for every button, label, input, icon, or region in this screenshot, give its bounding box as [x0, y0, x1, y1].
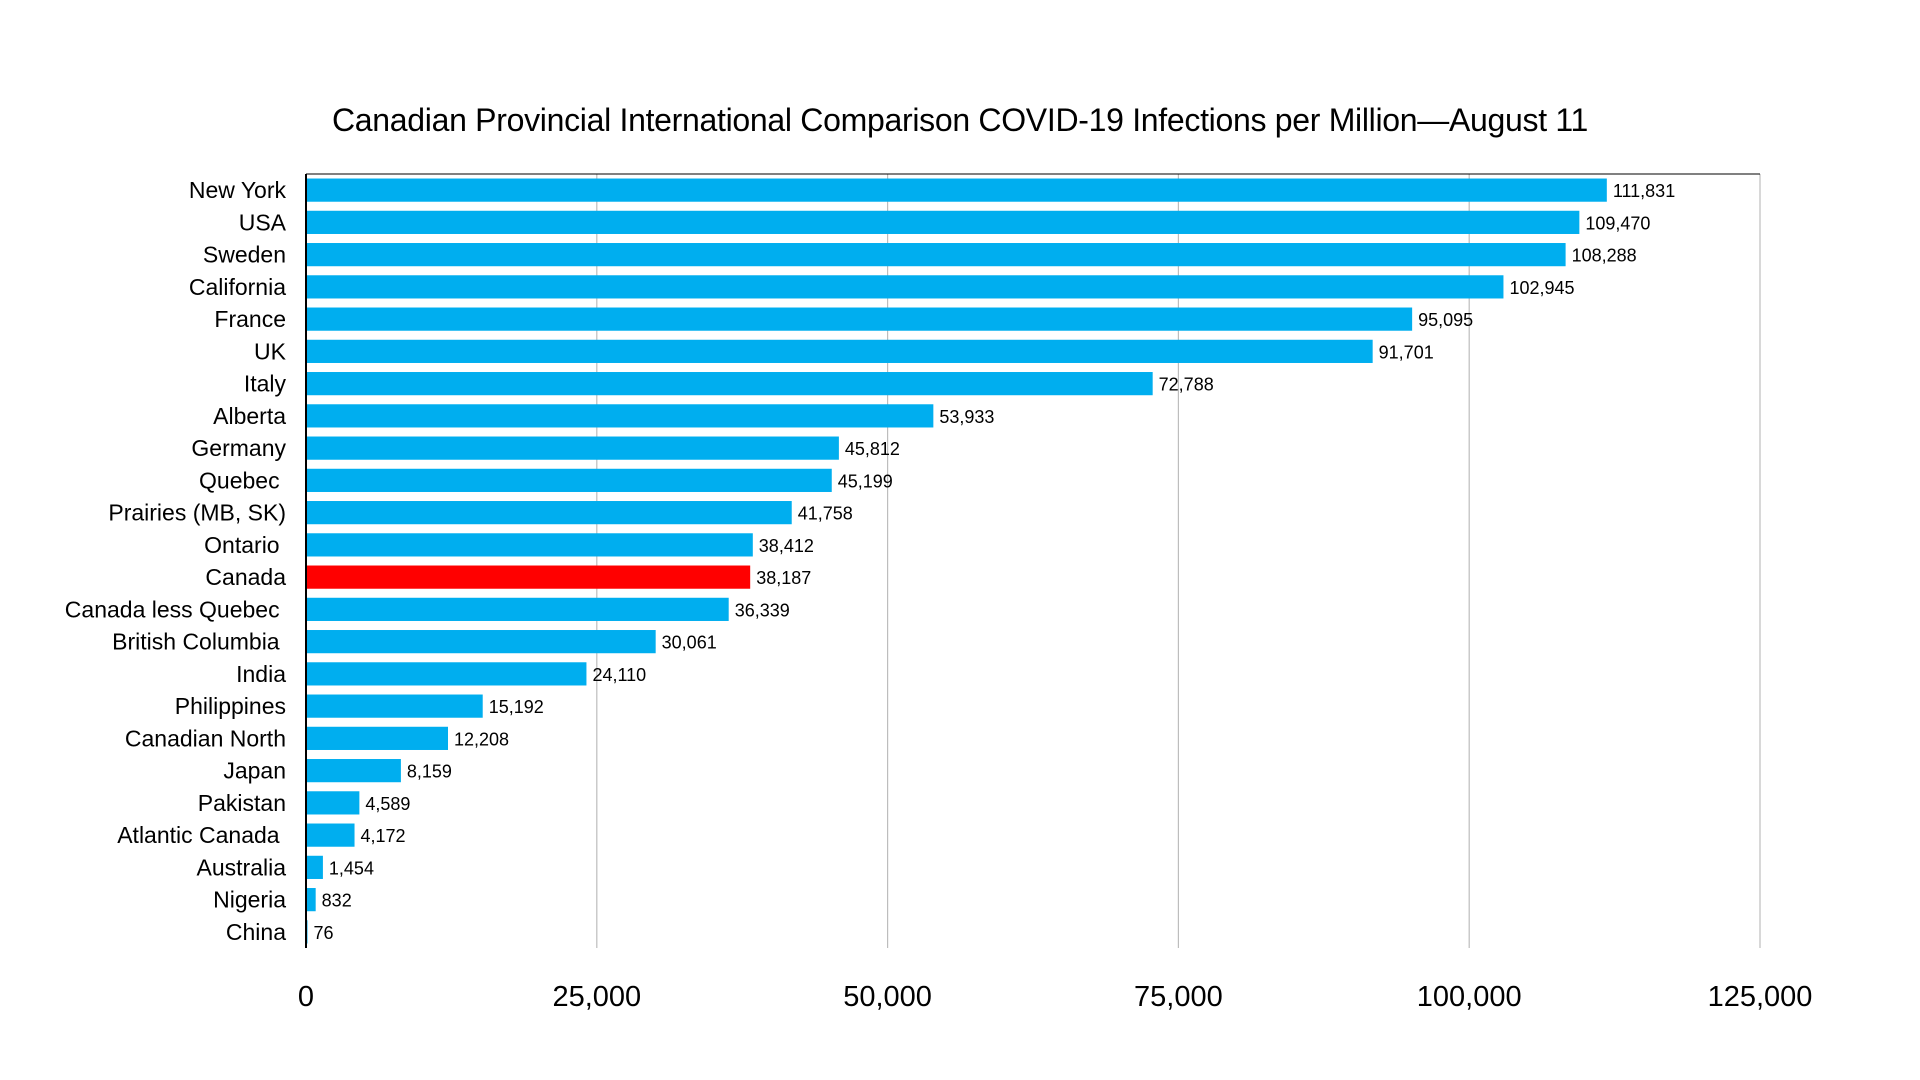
bar: [306, 468, 832, 492]
value-labels: 111,831 109,470 108,288 102,945 95,095 91,701…: [314, 181, 1676, 943]
category-label: Atlantic Canada: [117, 822, 286, 848]
value-label: 4,172: [361, 826, 406, 846]
x-axis-tick-labels: 0 25,000 50,000 75,000 100,000 125,000: [298, 981, 1812, 1013]
bar: [306, 597, 729, 621]
category-label: China: [226, 919, 286, 945]
category-label: Germany: [191, 435, 286, 461]
category-labels: New York USA Sweden California France UK Italy…: [65, 177, 287, 945]
bar: [306, 372, 1153, 396]
value-label: 24,110: [592, 665, 646, 685]
x-tick-label: 125,000: [1708, 981, 1813, 1013]
category-label: USA: [239, 209, 287, 235]
value-label: 111,831: [1613, 181, 1675, 201]
value-label: 102,945: [1509, 278, 1574, 298]
category-label: Japan: [223, 758, 286, 784]
value-label: 1,454: [329, 858, 374, 878]
bar: [306, 243, 1566, 267]
category-label: Pakistan: [198, 790, 286, 816]
bar: [306, 565, 751, 589]
value-label: 95,095: [1418, 310, 1473, 330]
x-tick-label: 25,000: [552, 981, 641, 1013]
category-label: UK: [254, 338, 287, 364]
bar: [306, 210, 1580, 234]
bar: [306, 791, 360, 815]
value-label: 109,470: [1585, 213, 1650, 233]
bar: [306, 275, 1504, 299]
bar: [306, 759, 401, 783]
value-label: 91,701: [1379, 342, 1434, 362]
category-label: Italy: [244, 371, 287, 397]
category-label: Prairies (MB, SK): [108, 500, 286, 526]
category-label: New York: [189, 177, 287, 203]
value-label: 8,159: [407, 762, 452, 782]
category-label: India: [236, 661, 286, 687]
x-tick-label: 0: [298, 981, 314, 1013]
bar: [306, 630, 656, 654]
bar: [306, 694, 483, 718]
bar: [306, 501, 792, 525]
bar: [306, 726, 449, 750]
category-label: Australia: [197, 854, 287, 880]
x-tick-label: 75,000: [1134, 981, 1223, 1013]
value-label: 38,412: [759, 536, 814, 556]
category-label: Nigeria: [213, 887, 286, 913]
category-label: California: [189, 274, 286, 300]
bar: [306, 178, 1607, 202]
value-label: 15,192: [489, 697, 544, 717]
bar: [306, 404, 934, 428]
value-label: 45,199: [838, 471, 893, 491]
value-label: 832: [322, 891, 352, 911]
category-label: Alberta: [213, 403, 286, 429]
x-tick-label: 100,000: [1417, 981, 1522, 1013]
bars: [306, 178, 1607, 944]
bar: [306, 888, 316, 912]
category-label: Philippines: [175, 693, 286, 719]
category-label: Ontario: [204, 532, 286, 558]
value-label: 45,812: [845, 439, 900, 459]
category-label: Canada: [205, 564, 286, 590]
value-label: 36,339: [735, 600, 790, 620]
value-label: 41,758: [798, 504, 853, 524]
category-label: France: [214, 306, 286, 332]
value-label: 53,933: [939, 407, 994, 427]
bar: [306, 823, 355, 847]
value-label: 108,288: [1572, 246, 1637, 266]
bar: [306, 533, 753, 557]
category-label: Canada less Quebec: [65, 596, 286, 622]
value-label: 72,788: [1159, 375, 1214, 395]
bar: [306, 436, 839, 460]
value-label: 38,187: [756, 568, 811, 588]
gridlines: [596, 174, 1761, 948]
category-label: Quebec: [199, 467, 286, 493]
category-label: Sweden: [203, 242, 286, 268]
bar: [306, 662, 587, 686]
category-label: British Columbia: [112, 629, 286, 655]
value-label: 30,061: [662, 633, 717, 653]
value-label: 4,589: [365, 794, 410, 814]
value-label: 76: [314, 923, 334, 943]
bar: [306, 339, 1373, 363]
bar: [306, 307, 1413, 331]
chart-title: Canadian Provincial International Compar…: [331, 102, 1589, 138]
value-label: 12,208: [454, 729, 509, 749]
x-tick-label: 50,000: [843, 981, 932, 1013]
bar: [306, 855, 323, 879]
category-label: Canadian North: [125, 725, 286, 751]
